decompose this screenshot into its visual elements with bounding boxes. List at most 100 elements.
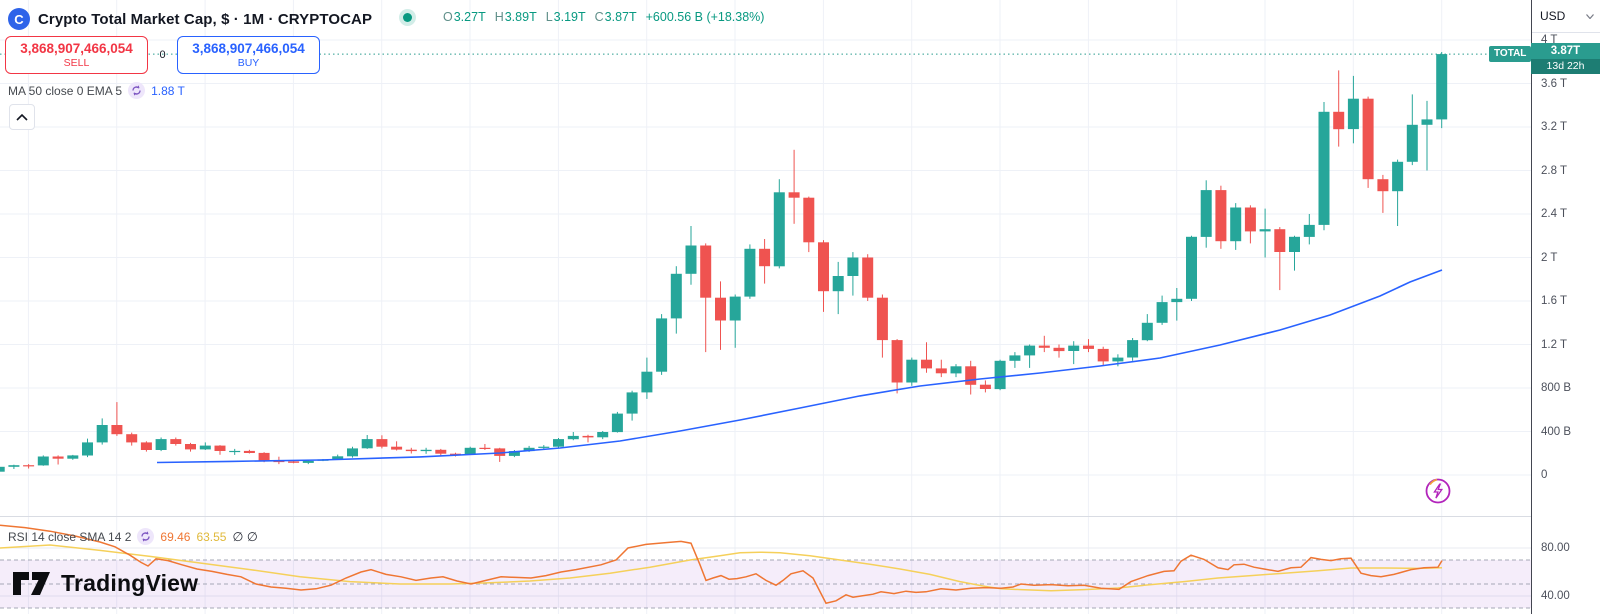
candle-body <box>420 449 432 452</box>
candle-body <box>1156 302 1168 323</box>
ohlc-high: H3.89T <box>494 10 537 24</box>
price-axis-label: 3.2 T <box>1541 121 1567 133</box>
symbol-title[interactable]: Crypto Total Market Cap, $ · 1M · CRYPTO… <box>38 10 373 28</box>
candle-body <box>1141 322 1153 341</box>
ohlc-readout: O3.27T H3.89T L3.19T C3.87T +600.56 B (+… <box>443 10 764 24</box>
currency-selector[interactable]: USD <box>1540 5 1594 27</box>
candle-body <box>52 456 64 459</box>
collapse-pane-button[interactable] <box>9 104 35 130</box>
candle-body <box>0 466 5 472</box>
candle-body <box>965 366 977 385</box>
candle-body <box>803 197 815 243</box>
candle-body <box>744 248 756 297</box>
ohlc-open: O3.27T <box>443 10 486 24</box>
candle-body <box>1377 179 1389 192</box>
candle-body <box>155 439 167 450</box>
candle-body <box>1215 190 1227 242</box>
candle-body <box>641 371 653 393</box>
ohlc-change: +600.56 B (+18.38%) <box>645 10 765 24</box>
candle-body <box>891 340 903 383</box>
candle-body <box>847 257 859 276</box>
pane-separator[interactable] <box>0 516 1600 517</box>
candle-body <box>788 192 800 198</box>
candle-body <box>670 273 682 319</box>
ma-legend-value: 1.88 T <box>151 83 185 98</box>
candle-body <box>229 450 241 453</box>
candle-body <box>450 453 461 455</box>
candle-body <box>1112 357 1124 362</box>
sell-button[interactable]: 3,868,907,466,054 SELL <box>5 36 148 74</box>
candle-body <box>1053 347 1065 352</box>
candle-body <box>140 442 152 450</box>
price-axis-label: 0 <box>1541 469 1548 481</box>
rsi-refresh-icon[interactable] <box>137 528 155 545</box>
price-axis-label: 400 B <box>1541 426 1572 438</box>
candle-body <box>715 297 726 321</box>
candle-body <box>582 435 594 438</box>
bar-countdown: 13d 22h <box>1531 59 1600 74</box>
candle-body <box>626 392 638 414</box>
price-axis-label: 1.2 T <box>1541 339 1567 351</box>
candle-body <box>567 435 579 440</box>
candle-body <box>464 447 476 455</box>
candle-body <box>111 425 123 435</box>
candle-body <box>1230 207 1242 242</box>
candle-body <box>479 447 491 449</box>
candle-body <box>435 449 447 454</box>
tradingview-logo-text: TradingView <box>61 570 199 596</box>
candle-body <box>37 456 49 466</box>
candle-body <box>1259 229 1271 232</box>
candle-body <box>1406 124 1418 162</box>
candle-body <box>1333 111 1345 130</box>
candle-body <box>214 445 226 451</box>
chevron-down-icon <box>1586 13 1594 19</box>
chart-canvas[interactable] <box>0 0 1531 614</box>
candle-body <box>832 276 844 292</box>
candle-body <box>508 451 520 456</box>
candle-body <box>67 455 79 459</box>
candle-body <box>1362 98 1374 180</box>
rsi-axis-label: 80.00 <box>1541 542 1570 554</box>
candle-body <box>950 366 962 374</box>
lightning-icon <box>1425 478 1451 504</box>
price-axis-label: 2.4 T <box>1541 208 1567 220</box>
candle-body <box>538 446 550 448</box>
candle-body <box>1289 236 1300 252</box>
rsi-legend-row[interactable]: RSI 14 close SMA 14 2 69.46 63.55 ∅ ∅ <box>8 528 258 545</box>
candle-body <box>96 425 108 443</box>
candle-body <box>243 450 255 453</box>
candle-body <box>1318 111 1330 225</box>
candle-body <box>818 242 829 292</box>
axis-separator <box>1532 32 1600 33</box>
order-panel: 3,868,907,466,054 SELL 0 3,868,907,466,0… <box>5 36 320 74</box>
candle-body <box>1097 348 1109 362</box>
candle-body <box>1009 355 1021 361</box>
candle-body <box>405 449 417 452</box>
sell-price: 3,868,907,466,054 <box>20 40 133 56</box>
ohlc-close: C3.87T <box>594 10 637 24</box>
candle-body <box>553 439 564 447</box>
boost-button[interactable] <box>1424 477 1452 505</box>
price-axis-label: 1.6 T <box>1541 295 1567 307</box>
candle-body <box>1171 298 1183 303</box>
candle-body <box>935 368 947 374</box>
ma-legend-row[interactable]: MA 50 close 0 EMA 5 1.88 T <box>8 82 185 99</box>
tradingview-logo[interactable]: TradingView <box>12 570 198 597</box>
candle-body <box>185 444 196 450</box>
axis-border <box>1531 0 1532 614</box>
price-axis-label: 2.8 T <box>1541 165 1567 177</box>
buy-button[interactable]: 3,868,907,466,054 BUY <box>177 36 320 74</box>
market-status-icon[interactable] <box>403 13 412 22</box>
candle-body <box>994 360 1006 390</box>
spread-value: 0 <box>159 49 166 61</box>
current-price-value: 3.87T <box>1531 43 1600 59</box>
currency-label: USD <box>1540 9 1566 23</box>
rsi-legend-title: RSI 14 close SMA 14 2 <box>8 529 132 544</box>
candle-body <box>700 245 712 298</box>
candle-body <box>773 192 785 267</box>
candle-body <box>1200 190 1212 237</box>
ma-refresh-icon[interactable] <box>128 82 146 99</box>
candle-body <box>1274 229 1286 252</box>
candle-body <box>258 452 270 461</box>
